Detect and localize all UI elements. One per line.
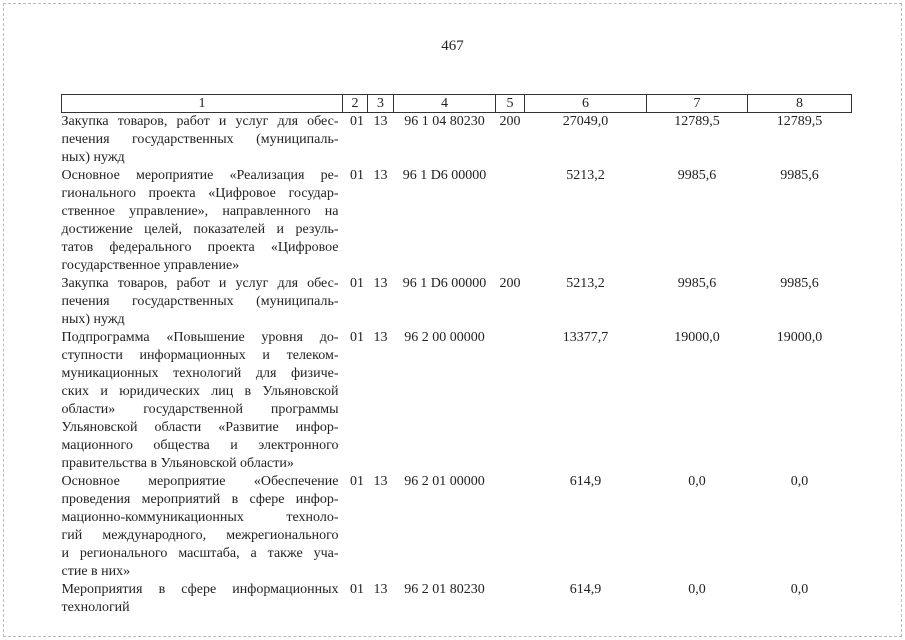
description-line: и регионального масштаба, а также уча- (61, 546, 339, 561)
cell-c3: 13 (373, 276, 388, 291)
description-line: Закупка товаров, работ и услуг для обес- (61, 276, 339, 291)
cell-c8: 9985,6 (780, 168, 819, 183)
description-line: государственное управление» (61, 258, 240, 273)
cell-c6: 27049,0 (562, 114, 609, 129)
cell-c4: 96 2 01 00000 (404, 474, 485, 489)
description-line: технологий (61, 600, 130, 615)
description-line: мационного общества и электронного (61, 438, 339, 453)
column-header-5: 5 (495, 94, 525, 113)
row-description: Закупка товаров, работ и услуг для обес-… (62, 275, 343, 329)
cell-c6: 5213,2 (566, 168, 605, 183)
description-line: Основное мероприятие «Обеспечение (61, 474, 339, 489)
cell-c6: 614,9 (569, 474, 602, 489)
cell-c7: 9985,6 (677, 276, 717, 291)
description-line: Подпрограмма «Повышение уровня до- (61, 330, 339, 345)
cell-c2: 01 (350, 114, 364, 129)
cell-c6: 13377,7 (562, 330, 609, 345)
description-line: муникационных технологий для физиче- (61, 366, 339, 381)
cell-c5 (496, 581, 525, 617)
row-description: Основное мероприятие «Обеспечение проведе… (62, 473, 343, 581)
cell-c4: 96 2 01 80230 (404, 582, 485, 597)
cell-c5 (496, 329, 525, 473)
cell-c8: 0,0 (790, 582, 809, 597)
description-line: ступности информационных и телеком- (61, 348, 339, 363)
column-header-1: 1 (61, 94, 343, 113)
description-line: татов федерального проекта «Цифровое (61, 240, 339, 255)
table-row: Закупка товаров, работ и услуг для обес-… (62, 113, 852, 168)
cell-c4: 96 2 00 00000 (404, 330, 485, 345)
description-line: Ульяновской области «Развитие инфор- (61, 420, 339, 435)
table-row: Основное мероприятие «Обеспечение проведе… (62, 473, 852, 581)
cell-c4: 96 1 D6 00000 (402, 276, 487, 291)
cell-c3: 13 (373, 330, 388, 345)
description-line: печения государственных (муниципаль- (61, 132, 339, 147)
description-line: достижение целей, показателей и резуль- (61, 222, 339, 237)
table-row: Подпрограмма «Повышение уровня до-ступно… (62, 329, 852, 473)
description-line: мационно-коммуникационных техноло- (61, 510, 339, 525)
description-line: проведения мероприятий в сфере инфор- (61, 492, 339, 507)
column-header-2: 2 (342, 94, 368, 113)
row-description: Закупка товаров, работ и услуг для обес-… (62, 113, 343, 168)
cell-c7: 12789,5 (674, 114, 720, 129)
cell-c5: 200 (499, 276, 521, 291)
description-line: ных) нужд (61, 312, 125, 327)
cell-c3: 13 (373, 114, 388, 129)
cell-c2: 01 (350, 582, 364, 597)
cell-c2: 01 (350, 276, 364, 291)
description-line: правительства в Ульяновской области» (61, 456, 294, 471)
cell-c7: 9985,6 (677, 168, 717, 183)
table-row: Закупка товаров, работ и услуг для обес-… (62, 275, 852, 329)
column-header-6: 6 (524, 94, 647, 113)
cell-c7: 0,0 (688, 582, 706, 597)
description-line: печения государственных (муниципаль- (61, 294, 339, 309)
cell-c2: 01 (350, 474, 364, 489)
page-frame (3, 3, 902, 637)
cell-c2: 01 (350, 168, 364, 183)
cell-c6: 5213,2 (566, 276, 605, 291)
description-line: стие в них» (61, 564, 131, 579)
cell-c4: 96 1 D6 00000 (402, 168, 487, 183)
cell-c5: 200 (499, 114, 521, 129)
cell-c8: 12789,5 (776, 114, 823, 129)
table-row: Основное мероприятие «Реализация ре-гион… (62, 167, 852, 275)
page-number: 467 (441, 38, 464, 54)
description-line: ных) нужд (61, 150, 125, 165)
cell-c8: 19000,0 (776, 330, 823, 345)
cell-c4: 96 1 04 80230 (404, 114, 485, 129)
row-description: Подпрограмма «Повышение уровня до-ступно… (62, 329, 343, 473)
cell-c5 (496, 473, 525, 581)
cell-c8: 0,0 (790, 474, 809, 489)
cell-c3: 13 (373, 168, 388, 183)
cell-c7: 0,0 (688, 474, 706, 489)
cell-c7: 19000,0 (674, 330, 720, 345)
description-line: Закупка товаров, работ и услуг для обес- (61, 114, 339, 129)
description-line: ских и юридических лиц в Ульяновской (61, 384, 339, 399)
row-description: Мероприятия в сфере информационных технол… (62, 581, 343, 617)
cell-c6: 614,9 (569, 582, 602, 597)
row-description: Основное мероприятие «Реализация ре-гион… (62, 167, 343, 275)
description-line: гий международного, межрегионального (61, 528, 339, 543)
column-header-3: 3 (367, 94, 394, 113)
column-header-8: 8 (747, 94, 852, 113)
cell-c3: 13 (373, 474, 388, 489)
description-line: Мероприятия в сфере информационных (61, 582, 339, 597)
description-line: ственное управление», направленного на (61, 204, 339, 219)
description-line: области» государственной программы (61, 402, 339, 417)
cell-c3: 13 (373, 582, 388, 597)
cell-c2: 01 (350, 330, 364, 345)
table-row: Мероприятия в сфере информационных технол… (62, 581, 852, 617)
cell-c5 (496, 167, 525, 275)
column-header-4: 4 (393, 94, 496, 113)
description-line: гионального проекта «Цифровое государ- (61, 186, 339, 201)
cell-c8: 9985,6 (780, 276, 819, 291)
column-header-7: 7 (646, 94, 748, 113)
description-line: Основное мероприятие «Реализация ре- (61, 168, 339, 183)
